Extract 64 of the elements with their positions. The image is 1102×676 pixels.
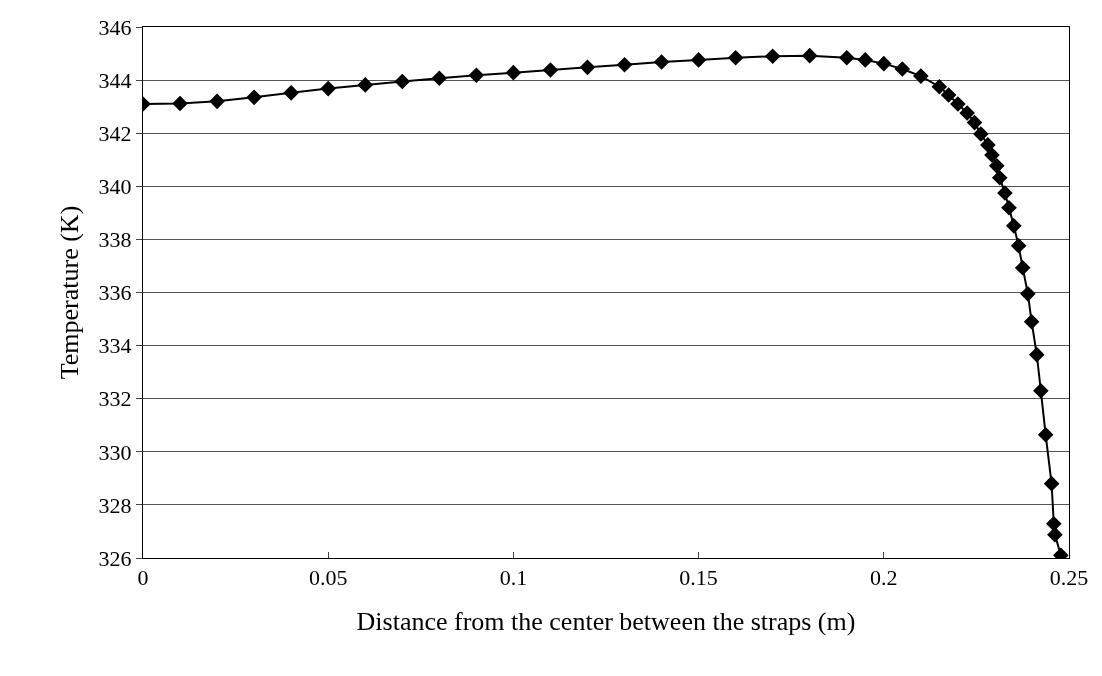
point: [1047, 526, 1063, 543]
y-tick-label: 340: [98, 174, 132, 199]
point: [1023, 313, 1040, 330]
point: [950, 96, 966, 112]
point: [357, 77, 374, 93]
point: [283, 85, 299, 101]
point: [988, 158, 1005, 174]
point: [320, 80, 336, 97]
point: [959, 105, 975, 121]
y-tick-label: 334: [98, 333, 132, 359]
x-tick-label: 0.05: [308, 565, 348, 591]
point: [727, 50, 744, 66]
x-axis-title: Distance from the center between the straps (m): [356, 607, 856, 637]
point: [973, 126, 989, 142]
point: [1014, 260, 1031, 276]
point: [984, 147, 1000, 163]
y-tick-label: 336: [98, 280, 132, 306]
point: [997, 185, 1013, 201]
point: [1010, 237, 1027, 254]
point: [913, 68, 929, 84]
point: [394, 73, 411, 90]
x-tick-label: 0.25: [1049, 565, 1089, 591]
point: [616, 56, 633, 73]
point: [876, 55, 892, 72]
point: [1020, 286, 1036, 302]
x-tick-label: 0: [137, 565, 149, 591]
point: [857, 52, 874, 68]
y-tick-label: 344: [98, 67, 132, 93]
y-tick-label: 330: [98, 439, 132, 465]
point: [838, 50, 855, 66]
point: [940, 87, 957, 103]
x-tick-label: 0.2: [870, 565, 898, 591]
point: [431, 70, 448, 87]
y-tick-label: 338: [98, 227, 132, 253]
point: [1006, 218, 1022, 234]
point: [172, 95, 188, 112]
point: [1001, 200, 1017, 216]
point: [801, 47, 818, 64]
point: [931, 78, 948, 95]
y-tick-label: 342: [98, 120, 132, 146]
point: [579, 59, 596, 76]
point: [966, 114, 983, 131]
point: [690, 52, 707, 68]
point: [980, 137, 996, 153]
point: [246, 89, 262, 106]
point: [209, 93, 225, 110]
y-tick-label: 326: [98, 545, 132, 571]
y-tick-label: 332: [98, 386, 132, 412]
point: [653, 54, 670, 70]
x-tick-label: 0.15: [679, 565, 718, 591]
point: [1043, 475, 1060, 492]
point: [991, 170, 1008, 186]
y-tick-label: 328: [98, 492, 132, 518]
x-tick-label: 0.1: [499, 565, 528, 591]
point: [505, 64, 522, 81]
point: [468, 67, 485, 84]
point: [1037, 427, 1054, 443]
point: [894, 61, 911, 77]
point: [542, 62, 559, 78]
point: [1033, 382, 1049, 399]
y-tick-label: 346: [98, 14, 132, 40]
point: [764, 48, 781, 65]
y-axis-title: Temperature (K): [55, 205, 84, 380]
point: [1028, 346, 1045, 363]
